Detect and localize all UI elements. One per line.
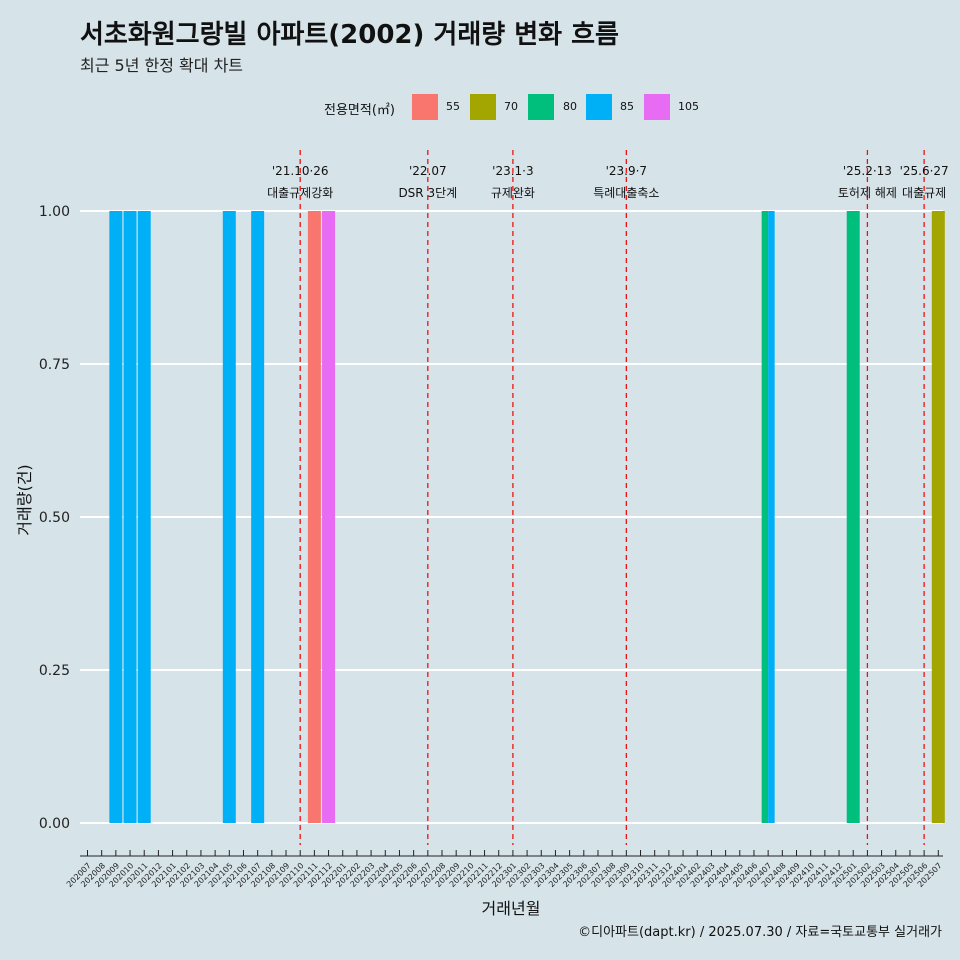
bar-202407-80	[761, 211, 769, 823]
source-caption: ©디아파트(dapt.kr) / 2025.07.30 / 자료=국토교통부 실…	[578, 925, 942, 940]
event-date-label: '21.10·26	[272, 164, 329, 178]
y-tick-label: 0.25	[39, 663, 70, 679]
event-date-label: '23.9·7	[606, 164, 647, 178]
legend-label-80: 80	[563, 100, 577, 113]
event-date-label: '25.2·13	[843, 164, 892, 178]
legend-label-85: 85	[620, 100, 634, 113]
legend-key-55	[412, 94, 438, 120]
legend-key-85	[586, 94, 612, 120]
legend-label-55: 55	[446, 100, 460, 113]
legend-label-105: 105	[678, 100, 699, 113]
event-name-label: 특례대출축소	[593, 186, 659, 200]
y-tick-label: 0.75	[39, 357, 70, 373]
bar-202011-85	[137, 211, 151, 823]
event-name-label: 대출규제	[902, 186, 946, 200]
event-name-label: 대출규제강화	[267, 186, 333, 200]
legend-title: 전용면적(㎡)	[324, 103, 395, 118]
legend-key-80	[528, 94, 554, 120]
event-name-label: 토허제 해제	[838, 186, 897, 200]
bar-202111-55	[307, 211, 321, 823]
y-axis-label: 거래량(건)	[15, 464, 34, 535]
event-date-label: '25.6·27	[900, 164, 949, 178]
bar-202112-105	[322, 211, 336, 823]
gridlines	[80, 210, 943, 824]
y-tick-label: 0.50	[39, 510, 70, 526]
event-name-label: DSR 3단계	[398, 186, 457, 200]
event-name-label: 규제완화	[491, 186, 535, 200]
legend-label-70: 70	[504, 100, 518, 113]
chart-title: 서초화원그랑빌 아파트(2002) 거래량 변화 흐름	[80, 20, 619, 50]
y-tick-label: 1.00	[39, 204, 70, 220]
bar-202501-80	[846, 211, 860, 823]
legend-key-70	[470, 94, 496, 120]
x-axis-label: 거래년월	[482, 899, 541, 918]
event-date-label: '23.1·3	[492, 164, 533, 178]
bar-202407-85	[768, 211, 775, 823]
legend-key-105	[644, 94, 670, 120]
legend: 전용면적(㎡) 55 70 80 85 105	[0, 92, 960, 122]
bars	[109, 211, 945, 823]
bar-202105-85	[222, 211, 236, 823]
bar-202107-85	[251, 211, 265, 823]
y-tick-label: 0.00	[39, 816, 70, 832]
bar-202010-85	[123, 211, 137, 823]
event-date-label: '22.07	[409, 164, 447, 178]
bar-202507-70	[931, 211, 945, 823]
axes: 0.000.250.500.751.0020200720200820200920…	[39, 204, 944, 889]
event-lines: '21.10·26 대출규제강화 '22.07 DSR 3단계 '23.1·3 규제완화 '…	[267, 150, 949, 845]
bar-202009-85	[109, 211, 123, 823]
chart-subtitle: 최근 5년 한정 확대 차트	[80, 56, 244, 75]
